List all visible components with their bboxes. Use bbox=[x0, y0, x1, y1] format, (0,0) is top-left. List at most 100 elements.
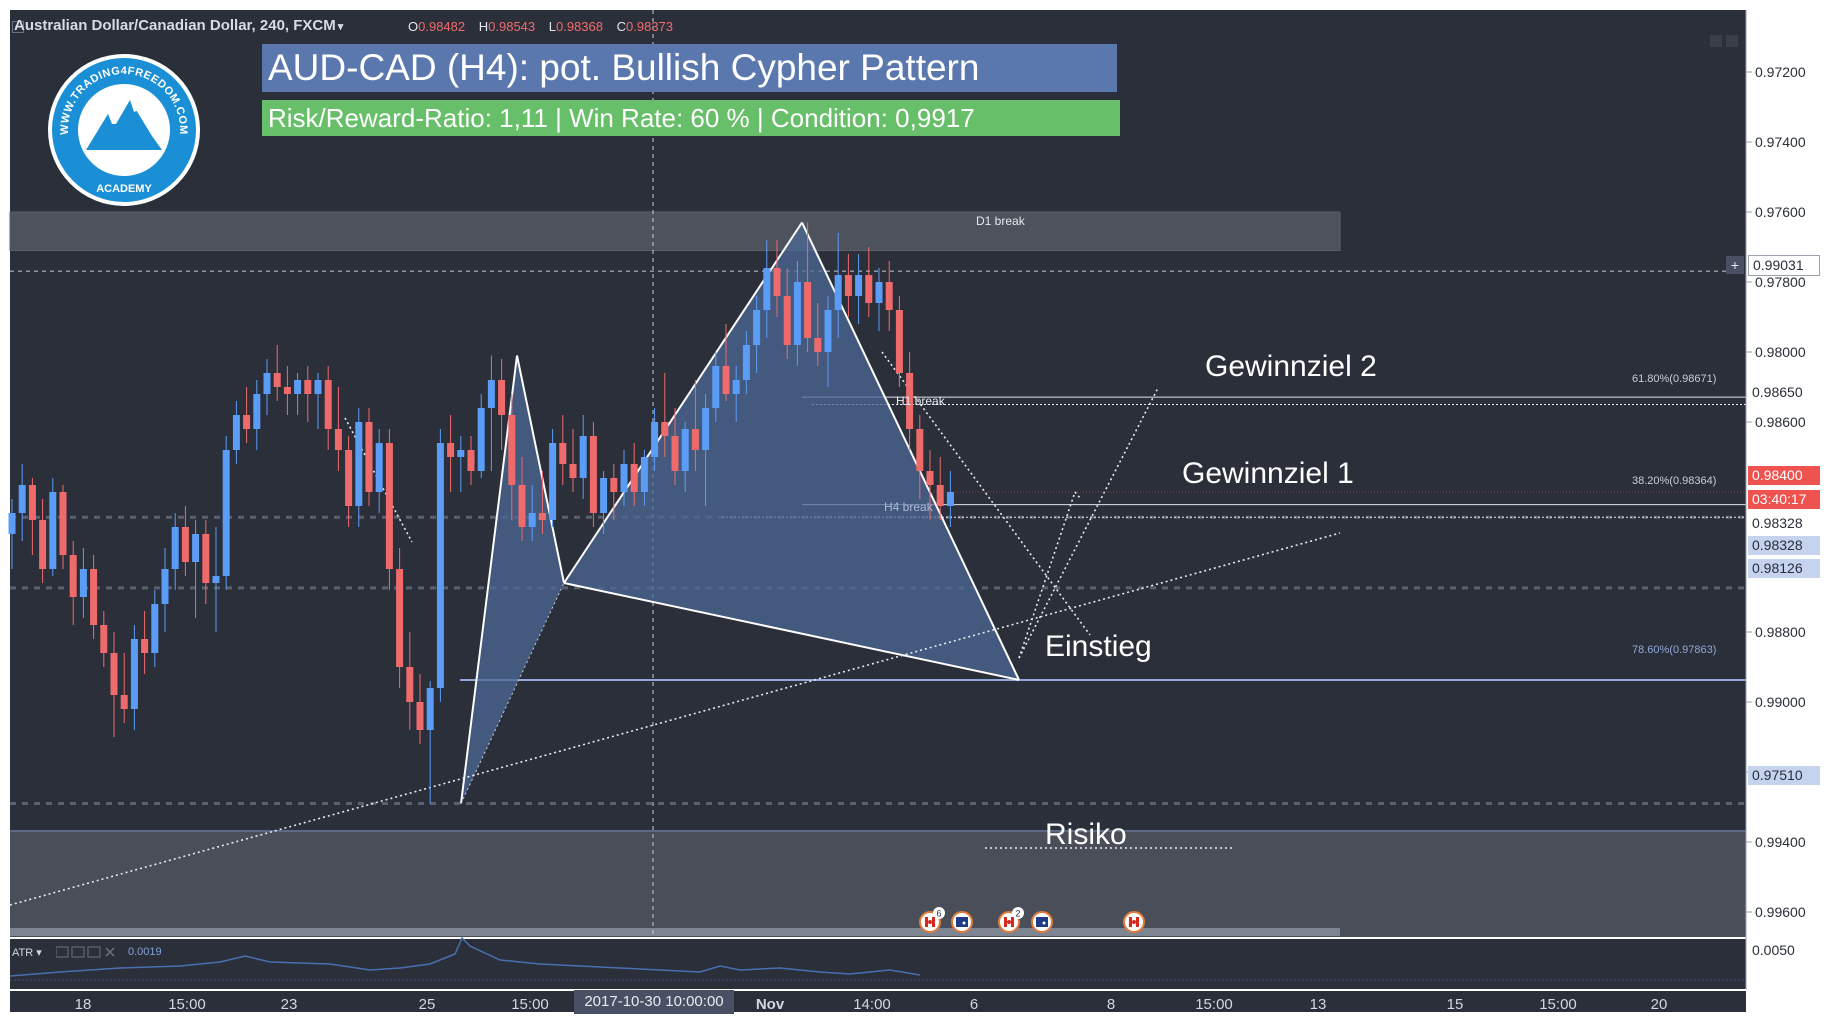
au-star-icon bbox=[962, 921, 966, 925]
candle-body-68 bbox=[702, 408, 710, 450]
add-alert-button[interactable]: + bbox=[1726, 256, 1744, 274]
price-tick-label: 0.98000 bbox=[1755, 344, 1806, 360]
chart-subtitle: Risk/Reward-Ratio: 1,11 | Win Rate: 60 %… bbox=[262, 100, 1120, 136]
candle-body-76 bbox=[783, 296, 791, 345]
candle-body-24 bbox=[253, 394, 261, 429]
candle-body-8 bbox=[90, 569, 98, 625]
candle-body-61 bbox=[630, 464, 638, 492]
candle-body-29 bbox=[304, 380, 312, 394]
pattern-xab-fill bbox=[461, 355, 564, 804]
pattern-leg-XA bbox=[460, 355, 518, 804]
atr-pane bbox=[10, 938, 1746, 990]
candle-body-19 bbox=[202, 534, 210, 583]
candle-body-60 bbox=[620, 464, 628, 492]
more-icon bbox=[87, 946, 101, 958]
indicator-controls[interactable] bbox=[56, 946, 120, 958]
pattern-leg-AB bbox=[516, 355, 565, 584]
atr-indicator-title[interactable]: ATR ▾ bbox=[12, 946, 42, 959]
fib-786-label: 78.60%(0.97863) bbox=[1632, 644, 1717, 656]
trading4freedom-logo: WWW.TRADING4FREEDOM.COM ACADEMY bbox=[48, 54, 200, 206]
crosshair-date-tag: 2017-10-30 10:00:00 bbox=[574, 990, 734, 1014]
time-tick-label: 15:00 bbox=[1195, 996, 1233, 1013]
price-axis-background bbox=[1746, 10, 1827, 1022]
collapse-icon[interactable] bbox=[12, 21, 24, 33]
candle-body-56 bbox=[579, 436, 587, 478]
au-flag-icon bbox=[1036, 917, 1048, 927]
ohlc-close-value: 0.98373 bbox=[626, 19, 674, 34]
candle-body-69 bbox=[712, 366, 720, 408]
time-tick-label: 23 bbox=[281, 996, 298, 1013]
candle-body-9 bbox=[100, 625, 108, 653]
ohlc-open-value: 0.98482 bbox=[418, 19, 466, 34]
chart-title: AUD-CAD (H4): pot. Bullish Cypher Patter… bbox=[262, 44, 1117, 92]
candle-body-58 bbox=[600, 478, 608, 513]
candle-body-6 bbox=[69, 555, 77, 597]
candle-body-7 bbox=[79, 569, 87, 597]
pattern-xb-dotted bbox=[460, 582, 565, 804]
time-tick-label: 14:00 bbox=[853, 996, 891, 1013]
candle-body-75 bbox=[773, 268, 781, 296]
atr-value: 0.0019 bbox=[128, 946, 162, 958]
candle-body-21 bbox=[222, 450, 230, 576]
pane-controls[interactable] bbox=[1710, 34, 1740, 48]
symbol-name: Australian Dollar/Canadian Dollar, 240, … bbox=[14, 17, 336, 34]
candle-body-54 bbox=[559, 443, 567, 464]
maple-leaf-icon bbox=[1132, 920, 1136, 924]
eye-icon bbox=[56, 946, 69, 958]
fib-618-label: 61.80%(0.98671) bbox=[1632, 373, 1717, 385]
chevron-down-icon[interactable]: ▾ bbox=[36, 947, 42, 959]
projection-target-1 bbox=[1018, 491, 1076, 659]
ca-flag-right-icon bbox=[1011, 917, 1014, 927]
d1-break-zone bbox=[9, 211, 1341, 251]
candle-body-90 bbox=[926, 471, 934, 485]
candle-body-11 bbox=[120, 695, 128, 709]
maple-leaf-icon bbox=[928, 920, 932, 924]
ohlc-high-value: 0.98543 bbox=[488, 19, 536, 34]
h4-break-label: H4 break bbox=[884, 500, 933, 514]
candle-body-63 bbox=[651, 422, 659, 457]
au-flag-icon bbox=[956, 917, 968, 927]
price-tick-label: 0.97800 bbox=[1755, 274, 1806, 290]
candle-body-65 bbox=[671, 436, 679, 471]
event-count-badge bbox=[933, 907, 945, 919]
candle-body-73 bbox=[753, 310, 761, 345]
time-tick-label: 25 bbox=[419, 996, 436, 1013]
ohlc-low-label: L bbox=[548, 19, 556, 34]
price-tick-label: 0.99600 bbox=[1755, 904, 1806, 920]
candle-body-66 bbox=[681, 429, 689, 471]
gewinnziel-1-label: Gewinnziel 1 bbox=[1182, 457, 1354, 490]
ca-flag-left-icon bbox=[925, 917, 928, 927]
price-tick-label: 0.97200 bbox=[1755, 64, 1806, 80]
candle-body-87 bbox=[895, 310, 903, 373]
ohlc-readout: O0.98482 H0.98543 L0.98368 C0.98373 bbox=[398, 19, 673, 34]
candle-body-81 bbox=[834, 275, 842, 310]
price-tick-label: 0.97600 bbox=[1755, 204, 1806, 220]
candle-body-1 bbox=[18, 485, 26, 513]
time-tick-label: 18 bbox=[75, 996, 92, 1013]
candle-body-92 bbox=[946, 492, 954, 506]
candle-body-53 bbox=[549, 443, 557, 520]
candle-body-80 bbox=[824, 310, 832, 352]
candle-body-35 bbox=[365, 422, 373, 492]
candle-body-71 bbox=[732, 380, 740, 394]
einstieg-label: Einstieg bbox=[1045, 630, 1152, 663]
chevron-down-icon[interactable]: ▾ bbox=[337, 21, 344, 33]
projection-target-1-tip bbox=[1074, 491, 1081, 499]
projection-target-2 bbox=[1018, 387, 1159, 659]
projection-dotted-3 bbox=[881, 351, 1091, 636]
time-tick-label: 13 bbox=[1310, 996, 1327, 1013]
candle-body-41 bbox=[426, 688, 434, 730]
price-98650-label: 0.98650 bbox=[1752, 384, 1803, 400]
symbol-title[interactable]: Australian Dollar/Canadian Dollar, 240, … bbox=[14, 17, 343, 34]
candle-body-74 bbox=[763, 268, 771, 310]
candle-body-89 bbox=[916, 429, 924, 471]
candle-body-43 bbox=[447, 443, 455, 457]
candle-body-44 bbox=[457, 450, 465, 457]
candle-body-70 bbox=[722, 366, 730, 394]
d1-break-label: D1 break bbox=[976, 214, 1025, 228]
candle-body-12 bbox=[130, 639, 138, 709]
maximize-icon bbox=[1710, 35, 1722, 47]
time-tick-label: 8 bbox=[1107, 996, 1115, 1013]
